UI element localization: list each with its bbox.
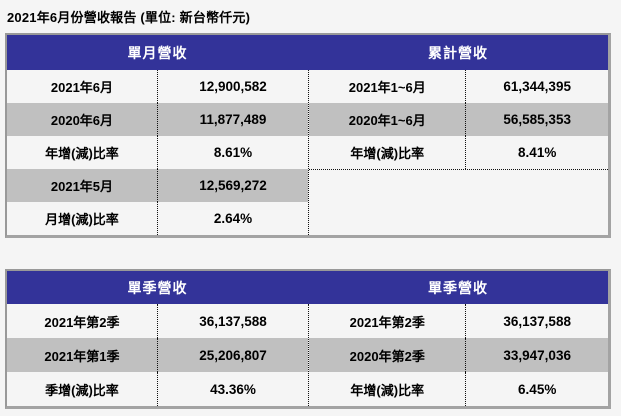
- row-value-cell: 25,206,807: [156, 338, 308, 372]
- row-value-cell: 8.61%: [156, 136, 308, 169]
- row-label-cell: 月增(減)比率: [45, 212, 119, 227]
- table-row: 年增(減)比率 8.41%: [309, 136, 608, 169]
- row-value-cell: 12,900,582: [156, 70, 308, 103]
- row-label-cell: 2021年5月: [50, 179, 114, 194]
- quarterly-revenue-table: 單季營收 單季營收 2021年第2季 36,137,588 2021年第1季 2…: [5, 269, 611, 409]
- monthly-revenue-header: 單月營收: [127, 44, 188, 61]
- row-label-cell: 2021年第2季: [44, 314, 120, 330]
- quarterly-table-body: 2021年第2季 36,137,588 2021年第1季 25,206,807 …: [7, 304, 608, 406]
- quarterly-table-header: 單季營收 單季營收: [7, 271, 608, 304]
- row-label-cell: 2020年第2季: [349, 348, 425, 364]
- table-row: 2021年1~6月 61,344,395: [309, 70, 608, 103]
- quarterly-left-column: 2021年第2季 36,137,588 2021年第1季 25,206,807 …: [7, 304, 309, 406]
- row-value-cell: 33,947,036: [465, 338, 608, 372]
- cumulative-revenue-header: 累計營收: [428, 44, 489, 61]
- quarterly-revenue-header-right: 單季營收: [428, 279, 489, 296]
- row-value-cell: 56,585,353: [465, 103, 608, 136]
- row-value-cell: 11,877,489: [156, 103, 308, 136]
- table-row: 季增(減)比率 43.36%: [7, 372, 309, 406]
- row-value-cell: 36,137,588: [465, 304, 608, 338]
- row-label-cell: 年增(減)比率: [350, 146, 425, 161]
- row-label-cell: 2020年6月: [50, 113, 114, 128]
- table-row: 2021年第2季 36,137,588: [309, 304, 608, 338]
- row-label-cell: 2021年6月: [50, 80, 114, 95]
- monthly-table-header: 單月營收 累計營收: [7, 35, 608, 70]
- row-value-cell: 43.36%: [156, 372, 308, 406]
- quarterly-revenue-header-left: 單季營收: [127, 279, 188, 296]
- table-row: 年增(減)比率 6.45%: [309, 372, 608, 406]
- table-row: 2021年第1季 25,206,807: [7, 338, 309, 372]
- row-label-cell: 2021年1~6月: [348, 80, 426, 95]
- table-row: 2020年1~6月 56,585,353: [309, 103, 608, 136]
- row-label-cell: 2020年1~6月: [348, 113, 426, 128]
- row-label-cell: 年增(減)比率: [350, 382, 425, 398]
- row-label-cell: 2021年第2季: [349, 314, 425, 330]
- row-label-cell: 季增(減)比率: [45, 382, 119, 398]
- quarterly-right-column: 2021年第2季 36,137,588 2020年第2季 33,947,036 …: [308, 304, 608, 406]
- table-row: 2020年6月 11,877,489: [7, 103, 309, 136]
- table-row: 月增(減)比率 2.64%: [7, 202, 309, 235]
- monthly-table-body: 2021年6月 12,900,582 2020年6月 11,877,489 年增…: [7, 70, 608, 235]
- page-title: 2021年6月份營收報告 (單位: 新台幣仟元): [7, 10, 251, 25]
- monthly-left-column: 2021年6月 12,900,582 2020年6月 11,877,489 年增…: [7, 70, 309, 235]
- table-row: 2021年第2季 36,137,588: [7, 304, 309, 338]
- row-value-cell: 8.41%: [465, 136, 608, 169]
- table-row: 年增(減)比率 8.61%: [7, 136, 309, 169]
- row-value-cell: 6.45%: [465, 372, 608, 406]
- row-value-cell: 61,344,395: [465, 70, 608, 103]
- row-value-cell: 2.64%: [156, 202, 308, 235]
- table-row: 2021年6月 12,900,582: [7, 70, 309, 103]
- table-row: 2021年5月 12,569,272: [7, 169, 309, 202]
- monthly-revenue-table: 單月營收 累計營收 2021年6月 12,900,582 2020年6月 11,…: [5, 33, 611, 238]
- row-label-cell: 2021年第1季: [44, 348, 120, 364]
- table-row: 2020年第2季 33,947,036: [309, 338, 608, 372]
- cumulative-right-column: 2021年1~6月 61,344,395 2020年1~6月 56,585,35…: [308, 70, 608, 235]
- row-value-cell: 36,137,588: [156, 304, 308, 338]
- row-label-cell: 年增(減)比率: [45, 146, 119, 161]
- empty-merged-cell: [309, 169, 608, 235]
- row-value-cell: 12,569,272: [156, 169, 308, 202]
